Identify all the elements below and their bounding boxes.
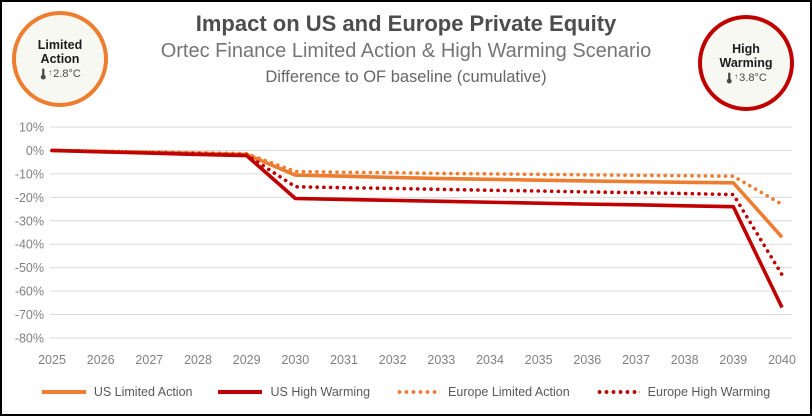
x-tick-label: 2040 xyxy=(768,353,796,367)
arrow-up-icon: ↑ xyxy=(734,72,739,82)
page-title: Impact on US and Europe Private Equity xyxy=(195,11,617,36)
thermometer-up-icon xyxy=(40,68,46,80)
legend-swatch-dotted-red xyxy=(595,389,640,395)
x-tick-label: 2033 xyxy=(427,353,455,367)
thermometer-up-icon xyxy=(726,72,732,84)
y-axis-labels: 10% 0% -10% -20% -30% -40% -50% -60% -70% -80% xyxy=(15,121,44,346)
y-tick-label: -20% xyxy=(15,191,44,205)
y-tick-label: -30% xyxy=(15,214,44,228)
y-tick-label: 10% xyxy=(19,121,44,135)
badge-title-line: Warming xyxy=(719,56,773,70)
y-tick-label: -10% xyxy=(15,167,44,181)
y-tick-label: -40% xyxy=(15,238,44,252)
x-tick-label: 2032 xyxy=(379,353,407,367)
badge-temperature: ↑ 2.8°C xyxy=(39,68,81,80)
badge-title-line: High xyxy=(732,41,760,56)
x-tick-label: 2029 xyxy=(233,353,261,367)
x-tick-label: 2026 xyxy=(87,353,115,367)
arrow-up-icon: ↑ xyxy=(48,68,53,78)
x-tick-label: 2038 xyxy=(671,353,699,367)
badge-title-line: Limited xyxy=(37,37,83,52)
line-chart: 10% 0% -10% -20% -30% -40% -50% -60% -70% -80% 202… xyxy=(15,121,796,368)
y-tick-label: -80% xyxy=(15,332,44,346)
y-tick-label: -50% xyxy=(15,261,44,275)
badge-temperature: ↑ 3.8°C xyxy=(725,72,767,84)
badge-title-line: Action xyxy=(40,52,80,66)
x-axis-labels: 2025 2026 2027 2028 2029 2030 2031 2032 2033 2034… xyxy=(38,353,796,367)
legend-label: Europe High Warming xyxy=(647,385,771,399)
x-tick-label: 2031 xyxy=(330,353,358,367)
legend-item-europe-limited-action: Europe Limited Action xyxy=(396,385,570,399)
x-tick-label: 2037 xyxy=(622,353,650,367)
x-tick-label: 2035 xyxy=(525,353,553,367)
x-tick-label: 2030 xyxy=(281,353,309,367)
x-tick-label: 2034 xyxy=(476,353,504,367)
x-tick-label: 2028 xyxy=(184,353,212,367)
gridlines xyxy=(50,126,792,339)
badge-temp-value: 2.8°C xyxy=(53,68,81,81)
badge-temp-value: 3.8°C xyxy=(739,72,767,85)
y-tick-label: -70% xyxy=(15,308,44,322)
legend-swatch-dotted-orange xyxy=(396,389,441,395)
y-tick-label: -60% xyxy=(15,285,44,299)
chart-header: Impact on US and Europe Private Equity O… xyxy=(112,10,700,88)
subtitle-measure: Difference to OF baseline (cumulative) xyxy=(265,67,547,86)
high-warming-badge: High Warming ↑ 3.8°C xyxy=(698,15,794,111)
series-europe-high-warming xyxy=(50,148,784,277)
legend-swatch-solid-orange xyxy=(41,390,86,394)
y-tick-label: 0% xyxy=(26,144,44,158)
x-tick-label: 2025 xyxy=(38,353,66,367)
x-tick-label: 2039 xyxy=(719,353,747,367)
x-tick-label: 2027 xyxy=(135,353,163,367)
limited-action-badge: Limited Action ↑ 2.8°C xyxy=(12,11,108,107)
legend-item-us-high-warming: US High Warming xyxy=(218,385,370,399)
subtitle-scenario: Ortec Finance Limited Action & High Warm… xyxy=(160,39,652,62)
legend-item-us-limited-action: US Limited Action xyxy=(41,385,193,399)
legend-item-europe-high-warming: Europe High Warming xyxy=(595,385,771,399)
legend-label: US Limited Action xyxy=(93,385,193,399)
legend-label: Europe Limited Action xyxy=(448,385,570,399)
x-tick-label: 2036 xyxy=(573,353,601,367)
chart-legend: US Limited Action US High Warming Europe… xyxy=(2,378,810,406)
legend-swatch-solid-red xyxy=(218,390,263,394)
legend-label: US High Warming xyxy=(270,385,371,399)
